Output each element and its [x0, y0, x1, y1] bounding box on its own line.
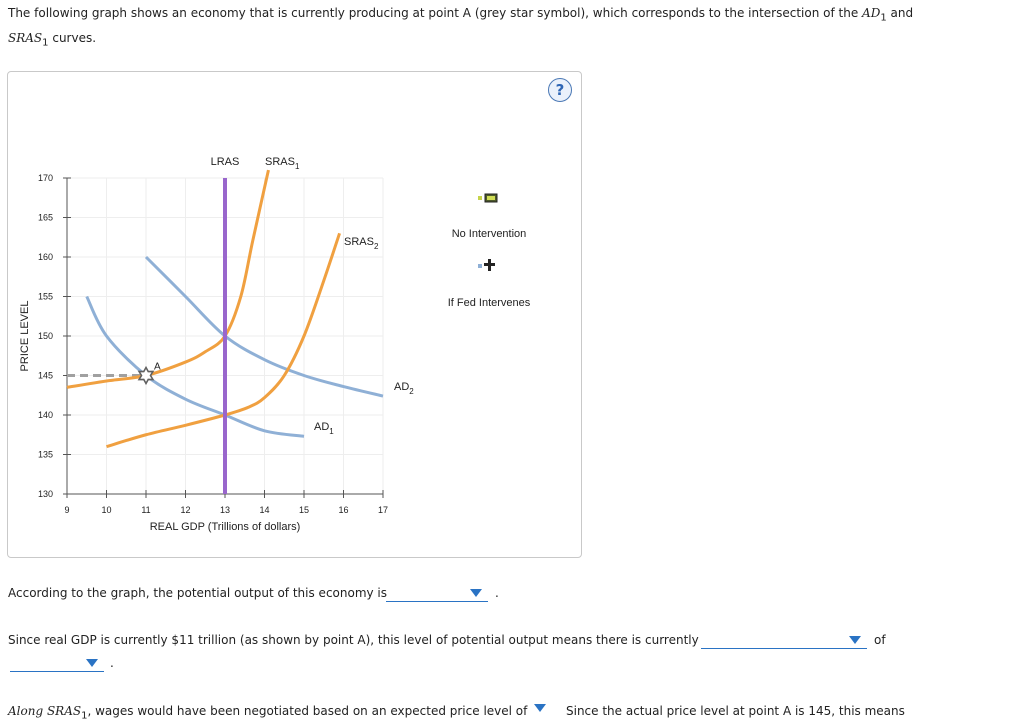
sras1-symbol: SRAS [8, 31, 43, 46]
x-tick-label: 9 [64, 505, 69, 515]
y-tick-label: 150 [38, 331, 53, 341]
series-ad2-curve [144, 255, 384, 398]
x-tick-label: 12 [180, 505, 190, 515]
period-text-2: . [110, 656, 114, 670]
y-tick-label: 155 [38, 292, 53, 302]
chevron-down-icon [534, 704, 546, 712]
y-tick-label: 145 [38, 371, 53, 381]
x-tick-label: 16 [338, 505, 348, 515]
legend-plus-handle [478, 264, 482, 268]
question-gap: Since real GDP is currently $11 trillion… [8, 633, 699, 647]
question-expected-price: Along SRAS1, wages would have been negot… [8, 704, 528, 721]
series-label-ad1: AD1 [314, 421, 334, 436]
point-a-label: A [154, 362, 161, 373]
x-tick-label: 17 [378, 505, 388, 515]
chevron-down-icon [86, 659, 98, 667]
y-tick-label: 160 [38, 252, 53, 262]
y-tick-label: 165 [38, 213, 53, 223]
x-tick-label: 13 [220, 505, 230, 515]
x-tick-label: 15 [299, 505, 309, 515]
no-intervention-square-fill [487, 196, 495, 200]
point-a-star-icon [137, 365, 155, 386]
y-tick-label: 140 [38, 410, 53, 420]
series-label-sras1: SRAS1 [265, 156, 300, 171]
question-actual-price: Since the actual price level at point A … [566, 704, 905, 718]
x-tick-label: 14 [259, 505, 269, 515]
y-tick-label: 170 [38, 173, 53, 183]
period-text: . [495, 586, 499, 600]
graph-panel [7, 71, 582, 558]
series-label-sras2: SRAS2 [344, 236, 379, 251]
potential-output-dropdown[interactable] [386, 585, 488, 602]
legend-no-intervention-label: No Intervention [452, 228, 527, 240]
help-icon[interactable]: ? [548, 78, 572, 102]
series-ad1-curve [85, 295, 305, 438]
series-label-ad2: AD2 [394, 381, 414, 396]
chevron-down-icon [849, 636, 861, 644]
gap-amount-dropdown[interactable] [10, 655, 104, 672]
y-tick-label: 135 [38, 450, 53, 460]
if-fed-plus-icon-h [484, 263, 495, 266]
x-tick-label: 11 [141, 505, 150, 515]
chevron-down-icon [470, 589, 482, 597]
as-ad-graph: 9 10 11 12 13 14 15 16 17 130 135 140 145 150 155 160 16… [19, 156, 531, 533]
of-text: of [874, 633, 886, 647]
instructions: The following graph shows an economy tha… [8, 6, 914, 49]
gap-type-dropdown[interactable] [701, 632, 867, 649]
ad1-symbol: AD [862, 6, 881, 20]
question-potential-output: According to the graph, the potential ou… [8, 586, 388, 600]
legend-if-fed-label: If Fed Intervenes [448, 297, 531, 309]
x-tick-label: 10 [101, 505, 111, 515]
expected-price-dropdown[interactable] [522, 703, 552, 712]
y-tick-label: 130 [38, 489, 53, 499]
series-sras2-curve [106, 232, 341, 449]
legend-square-handle [478, 196, 482, 200]
y-axis-label: PRICE LEVEL [19, 301, 31, 372]
x-axis-label: REAL GDP (Trillions of dollars) [150, 521, 301, 533]
lras-label: LRAS [211, 156, 240, 168]
series-sras1-curve [66, 169, 270, 389]
